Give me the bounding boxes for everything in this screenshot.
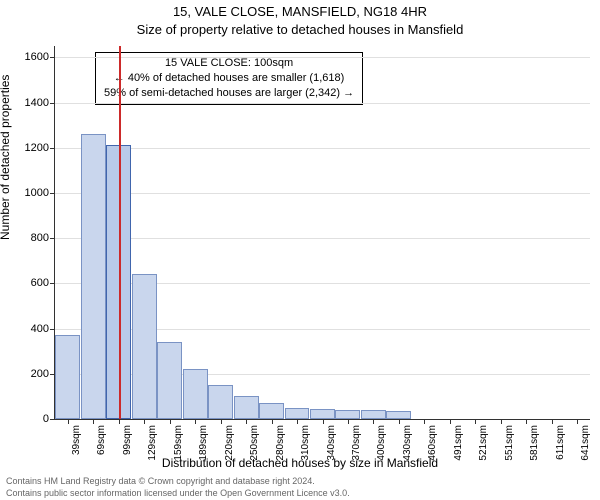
y-tick (50, 238, 55, 239)
x-tick-label: 69sqm (96, 425, 107, 455)
gridline (55, 103, 590, 104)
gridline (55, 148, 590, 149)
histogram-bar (81, 134, 106, 419)
x-tick (323, 419, 324, 424)
x-tick (221, 419, 222, 424)
annotation-line3: 59% of semi-detached houses are larger (… (104, 86, 354, 101)
y-tick (50, 419, 55, 420)
x-tick (246, 419, 247, 424)
footer-licence: Contains public sector information licen… (6, 488, 350, 498)
y-tick-label: 1600 (25, 51, 49, 63)
x-tick (501, 419, 502, 424)
title-address: 15, VALE CLOSE, MANSFIELD, NG18 4HR (0, 4, 600, 19)
y-tick (50, 57, 55, 58)
y-tick-label: 400 (31, 323, 49, 335)
y-tick-label: 0 (43, 413, 49, 425)
x-tick (373, 419, 374, 424)
x-tick (526, 419, 527, 424)
y-tick (50, 103, 55, 104)
x-tick (93, 419, 94, 424)
x-tick (348, 419, 349, 424)
histogram-bar (310, 409, 335, 419)
histogram-plot: 15 VALE CLOSE: 100sqm ← 40% of detached … (54, 46, 590, 420)
x-tick (399, 419, 400, 424)
footer-copyright: Contains HM Land Registry data © Crown c… (6, 476, 315, 486)
x-tick (68, 419, 69, 424)
gridline (55, 238, 590, 239)
annotation-box: 15 VALE CLOSE: 100sqm ← 40% of detached … (95, 52, 363, 105)
y-tick (50, 374, 55, 375)
x-tick (424, 419, 425, 424)
gridline (55, 193, 590, 194)
x-tick-label: 611sqm (555, 425, 566, 460)
histogram-bar (132, 274, 157, 419)
histogram-bar (259, 403, 284, 419)
histogram-bar (208, 385, 233, 419)
histogram-bar (55, 335, 80, 419)
histogram-bar (157, 342, 182, 419)
y-tick (50, 329, 55, 330)
histogram-bar (386, 411, 411, 419)
x-axis-label: Distribution of detached houses by size … (0, 456, 600, 470)
y-tick-label: 1200 (25, 142, 49, 154)
y-tick-label: 1000 (25, 187, 49, 199)
histogram-bar (234, 396, 259, 419)
y-tick (50, 148, 55, 149)
x-tick (450, 419, 451, 424)
x-tick (119, 419, 120, 424)
x-tick (144, 419, 145, 424)
y-tick-label: 200 (31, 368, 49, 380)
x-tick-label: 99sqm (122, 425, 133, 455)
subject-marker-line (119, 46, 121, 419)
histogram-bar (285, 408, 310, 419)
x-tick (475, 419, 476, 424)
y-tick-label: 600 (31, 277, 49, 289)
gridline (55, 57, 590, 58)
y-tick (50, 283, 55, 284)
annotation-line2: ← 40% of detached houses are smaller (1,… (104, 71, 354, 86)
histogram-bar (183, 369, 208, 419)
x-tick (297, 419, 298, 424)
x-tick (170, 419, 171, 424)
y-axis-label: Number of detached properties (0, 75, 12, 240)
x-tick (272, 419, 273, 424)
y-tick-label: 800 (31, 232, 49, 244)
x-tick (195, 419, 196, 424)
histogram-bar (335, 410, 360, 419)
histogram-bar (361, 410, 386, 419)
title-subtitle: Size of property relative to detached ho… (0, 22, 600, 37)
x-tick (577, 419, 578, 424)
y-tick-label: 1400 (25, 97, 49, 109)
x-tick (552, 419, 553, 424)
y-tick (50, 193, 55, 194)
x-tick-label: 39sqm (71, 425, 82, 455)
